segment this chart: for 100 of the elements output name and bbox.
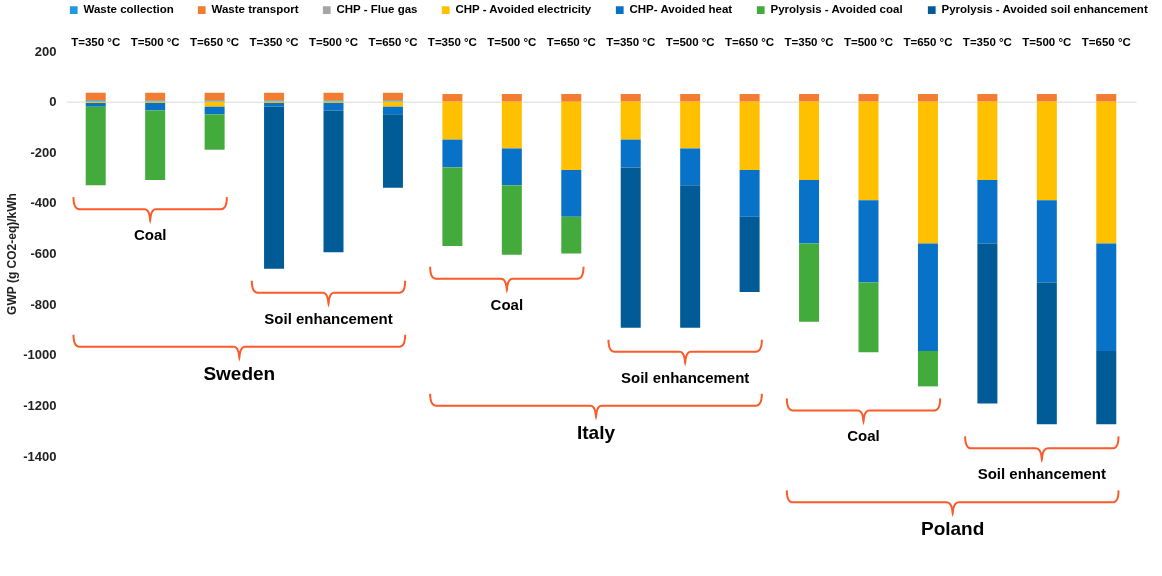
bar [382,106,403,115]
bar [620,94,641,102]
y-tick-label: -200 [30,144,57,160]
annotation: Soil enhancement [620,368,750,386]
bar [264,106,285,269]
bar [145,102,166,111]
bar [680,101,701,149]
bar [442,94,463,102]
bar [442,167,463,246]
bar [858,200,879,283]
bar [442,101,463,140]
bar [85,92,106,101]
x-tick-label: T=350 °C [606,35,656,48]
legend-label: Waste collection [83,3,174,16]
y-tick-label: -400 [30,195,57,211]
bar [977,94,998,102]
x-tick-label: T=500 °C [487,35,537,48]
bar [739,216,760,292]
y-tick-label: -1200 [23,397,57,413]
legend-label: CHP- Avoided heat [629,3,733,16]
bar [1096,243,1117,351]
x-tick-label: T=650 °C [903,35,953,48]
x-tick-label: T=350 °C [427,35,477,48]
y-tick-label: -600 [30,246,57,261]
bar [858,101,879,201]
bar [739,94,760,102]
bar [1096,94,1117,102]
bar [1036,94,1057,102]
y-tick-label: -800 [30,296,57,312]
bar [799,180,820,244]
legend-label: CHP - Flue gas [336,3,418,16]
bar [1036,101,1057,201]
bar [620,139,641,168]
bar [501,94,522,102]
x-tick-label: T=650 °C [368,35,418,48]
bar [145,110,166,181]
bar [204,92,225,101]
bar [382,101,403,107]
bar [917,94,938,102]
annotation: Coal [847,427,880,445]
bar [264,92,285,101]
x-tick-label: T=500 °C [130,35,180,48]
bar [977,101,998,181]
x-tick-label: T=650 °C [725,35,775,48]
bar [1036,282,1057,425]
bar [799,243,820,322]
bar [799,101,820,181]
y-tick-label: -1000 [23,347,57,363]
x-tick-label: T=350 °C [784,35,834,48]
bar [85,106,106,186]
legend-label: Pyrolysis - Avoided coal [770,3,903,16]
bar [858,282,879,353]
x-tick-label: T=650 °C [1081,35,1131,48]
annotation: Coal [490,295,524,313]
x-tick-label: T=350 °C [71,35,121,48]
bar [264,102,285,107]
legend-label: Waste transport [211,3,299,16]
bar [977,243,998,404]
bar [917,243,938,351]
bar [145,92,166,101]
x-tick-label: T=500 °C [665,35,715,48]
bar [204,114,225,150]
bar [620,101,641,140]
y-tick-label: -1400 [23,448,57,464]
bar [501,148,522,186]
bar [620,167,641,328]
bar [739,101,760,170]
bar [442,139,463,168]
y-tick-label: 0 [49,94,57,110]
bar [680,94,701,102]
bar [858,94,879,102]
bar [1096,101,1117,244]
bar [204,106,225,115]
annotation: Sweden [203,362,276,384]
bar [977,180,998,244]
bar [680,148,701,186]
bar [680,185,701,328]
text: Poland [920,518,985,540]
text: Soil enhancement [977,465,1107,483]
annotation: Soil enhancement [264,309,393,327]
x-tick-label: T=350 °C [249,35,299,48]
legend-label: CHP - Avoided electricity [455,3,592,16]
x-tick-label: T=350 °C [962,35,1012,48]
y-axis-title: GWP (g CO2-eq)/kWh [5,193,20,315]
annotation: Italy [576,421,616,443]
bar [85,102,106,107]
bar [799,94,820,102]
bar [382,114,403,188]
bar [382,92,403,101]
bar [917,350,938,387]
bar [917,101,938,244]
annotation: Coal [133,226,167,244]
bar [561,94,582,102]
bar [501,185,522,255]
x-tick-label: T=500 °C [843,35,894,48]
bar [323,110,344,253]
bar [1036,200,1057,283]
x-tick-label: T=650 °C [546,35,596,48]
bar [561,101,582,170]
bar [501,101,522,149]
